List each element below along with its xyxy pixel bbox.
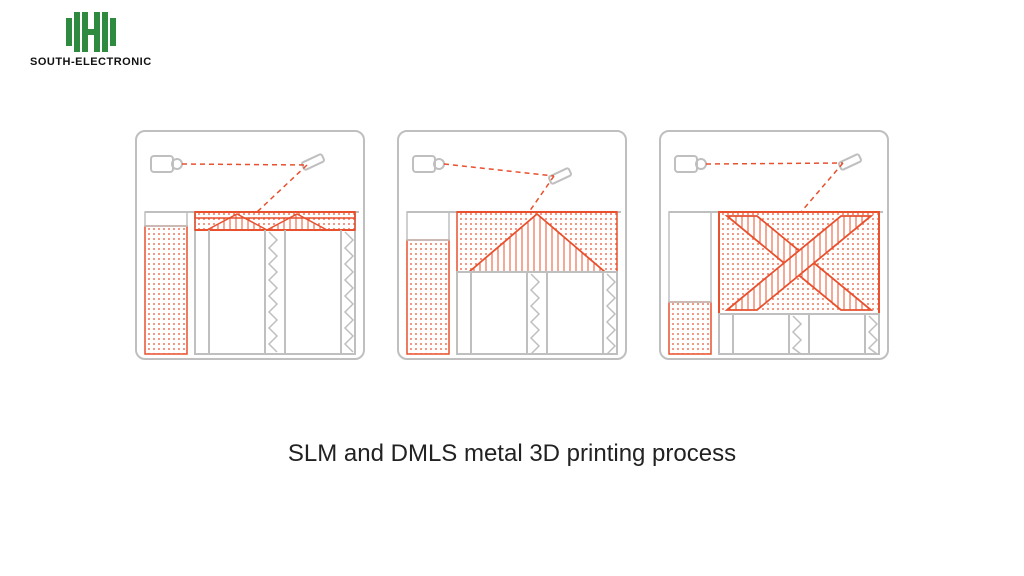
logo-h bbox=[82, 12, 100, 52]
logo-mark bbox=[66, 12, 116, 52]
diagram-panels bbox=[0, 130, 1024, 360]
logo-bar-left-1 bbox=[66, 18, 72, 46]
logo-bar-right-2 bbox=[110, 18, 116, 46]
panel-2-svg bbox=[399, 132, 627, 360]
logo: SOUTH-ELECTRONIC bbox=[30, 12, 152, 68]
logo-text: SOUTH-ELECTRONIC bbox=[30, 56, 152, 68]
panel-step-2 bbox=[397, 130, 627, 360]
panel-1-svg bbox=[137, 132, 365, 360]
panel-3-svg bbox=[661, 132, 889, 360]
panel-step-3 bbox=[659, 130, 889, 360]
logo-bar-right-1 bbox=[102, 12, 108, 52]
caption: SLM and DMLS metal 3D printing process bbox=[0, 440, 1024, 468]
logo-bar-left-2 bbox=[74, 12, 80, 52]
panel-step-1 bbox=[135, 130, 365, 360]
